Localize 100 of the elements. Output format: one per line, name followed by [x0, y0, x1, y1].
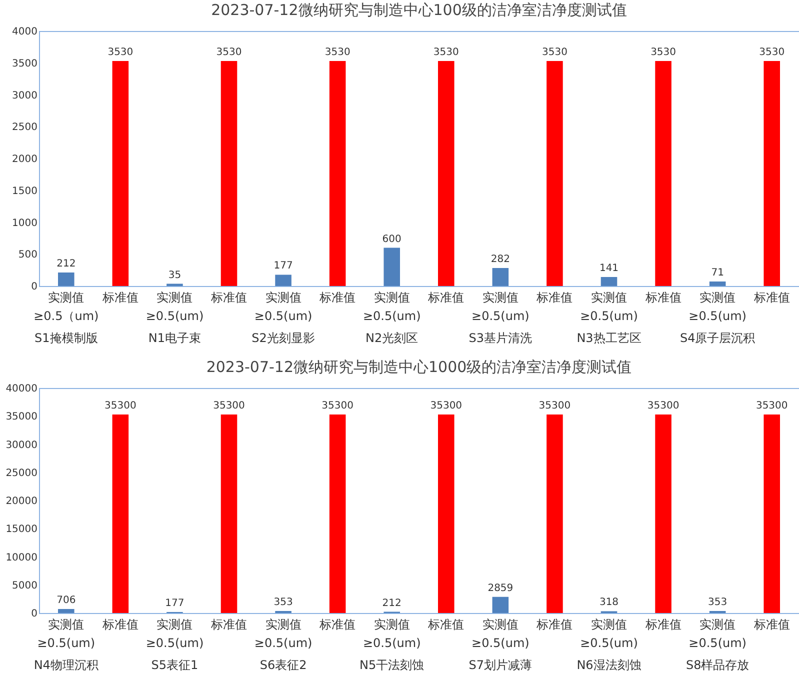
data-label: 141 — [599, 263, 619, 274]
y-tick-label: 500 — [18, 250, 38, 261]
x-tick-label: 实测值 — [48, 290, 84, 304]
x-tick-label: 标准值 — [210, 618, 247, 632]
x-tick-label: 标准值 — [101, 618, 138, 632]
x-tick-label: 标准值 — [318, 290, 356, 304]
data-label: 3530 — [759, 46, 785, 58]
bar — [709, 281, 726, 286]
text: N2光刻区 — [366, 331, 418, 345]
text: N5干法刻蚀 — [360, 658, 424, 672]
x-tick-label: 实测值 — [265, 290, 302, 304]
data-label: 353 — [708, 597, 728, 608]
x-tick-label: 实测值 — [482, 290, 518, 304]
bar — [492, 596, 509, 613]
x-tick-label: 实测值 — [700, 290, 736, 304]
data-label: 35300 — [104, 400, 136, 412]
bar — [220, 414, 238, 613]
x-tick-label: 实测值 — [374, 290, 410, 304]
text: S6表征2 — [260, 658, 307, 672]
y-tick-label: 40000 — [6, 384, 38, 394]
data-label: 3530 — [542, 46, 568, 58]
y-tick-label: 1000 — [12, 218, 38, 229]
x-tick-label: 实测值 — [482, 618, 518, 632]
bar — [275, 274, 292, 286]
y-tick-label: 1500 — [12, 186, 38, 197]
bar — [764, 60, 780, 286]
y-tick-label: 30000 — [6, 440, 38, 451]
text: S8样品存放 — [686, 658, 750, 672]
bar — [384, 248, 400, 286]
data-label: 282 — [490, 254, 510, 266]
data-label: 3530 — [433, 46, 459, 58]
bar — [112, 60, 129, 286]
bar — [329, 60, 346, 286]
x-tick-label: 实测值 — [265, 618, 302, 632]
data-label: 212 — [56, 258, 76, 270]
y-tick-label: 10000 — [6, 552, 38, 564]
x-tick-label: 实测值 — [700, 618, 736, 632]
data-label: 706 — [56, 595, 76, 606]
text: N3热工艺区 — [576, 331, 642, 345]
bar — [764, 414, 780, 613]
x-tick-label: 实测值 — [374, 618, 410, 632]
y-tick-label: 20000 — [6, 496, 38, 507]
data-label: 3530 — [650, 46, 676, 58]
text: ≥0.5(um) — [146, 636, 204, 650]
y-tick-label: 5000 — [12, 580, 38, 592]
text: ≥0.5(um) — [37, 636, 96, 650]
data-label: 353 — [274, 597, 293, 608]
text: S2光刻显影 — [252, 331, 315, 345]
data-label: 35 — [168, 270, 182, 281]
bar — [220, 60, 238, 286]
bar — [655, 414, 672, 613]
x-tick-label: 标准值 — [318, 618, 356, 632]
data-label: 35300 — [213, 400, 245, 412]
text: N1电子束 — [148, 331, 202, 345]
bar — [655, 60, 672, 286]
x-tick-label: 标准值 — [210, 290, 247, 304]
bar — [438, 60, 454, 286]
text: ≥0.5(um) — [362, 309, 421, 323]
x-tick-label: 标准值 — [644, 618, 682, 632]
data-label: 35300 — [647, 400, 680, 412]
bar — [112, 414, 129, 613]
x-tick-label: 标准值 — [644, 290, 682, 304]
text: ≥0.5(um) — [472, 309, 530, 323]
data-label: 600 — [382, 234, 402, 245]
y-tick-label: 2000 — [12, 154, 38, 165]
bar — [546, 414, 563, 613]
text: ≥0.5(um) — [580, 309, 638, 323]
y-tick-label: 15000 — [6, 524, 38, 536]
x-tick-label: 标准值 — [427, 290, 464, 304]
data-label: 35300 — [430, 400, 462, 412]
text: ≥0.5(um) — [688, 309, 746, 323]
data-label: 3530 — [324, 46, 350, 58]
text: S1掩模制版 — [34, 331, 98, 345]
x-tick-label: 标准值 — [427, 618, 464, 632]
y-tick-label: 3500 — [12, 58, 38, 70]
text: N6湿法刻蚀 — [576, 658, 642, 672]
bar — [600, 277, 618, 286]
x-tick-label: 标准值 — [752, 290, 790, 304]
x-tick-label: 标准值 — [536, 618, 573, 632]
bar — [438, 414, 454, 613]
bar — [492, 268, 509, 286]
y-tick-label: 3000 — [12, 90, 38, 102]
y-tick-label: 4000 — [12, 26, 38, 38]
y-tick-label: 25000 — [6, 468, 38, 479]
y-tick-label: 0 — [31, 282, 38, 292]
data-label: 177 — [165, 598, 184, 610]
text: ≥0.5(um) — [254, 309, 312, 323]
data-label: 177 — [274, 260, 293, 272]
data-label: 212 — [382, 598, 402, 609]
data-label: 71 — [711, 267, 724, 278]
x-tick-label: 实测值 — [156, 618, 193, 632]
x-tick-label: 实测值 — [48, 618, 84, 632]
text: ≥0.5（um) — [34, 309, 99, 323]
bar — [58, 609, 74, 613]
data-label: 35300 — [322, 400, 354, 412]
text: ≥0.5(um) — [580, 636, 638, 650]
text: ≥0.5(um) — [254, 636, 312, 650]
x-tick-label: 标准值 — [752, 618, 790, 632]
x-tick-label: 实测值 — [591, 290, 627, 304]
data-label: 35300 — [538, 400, 571, 412]
